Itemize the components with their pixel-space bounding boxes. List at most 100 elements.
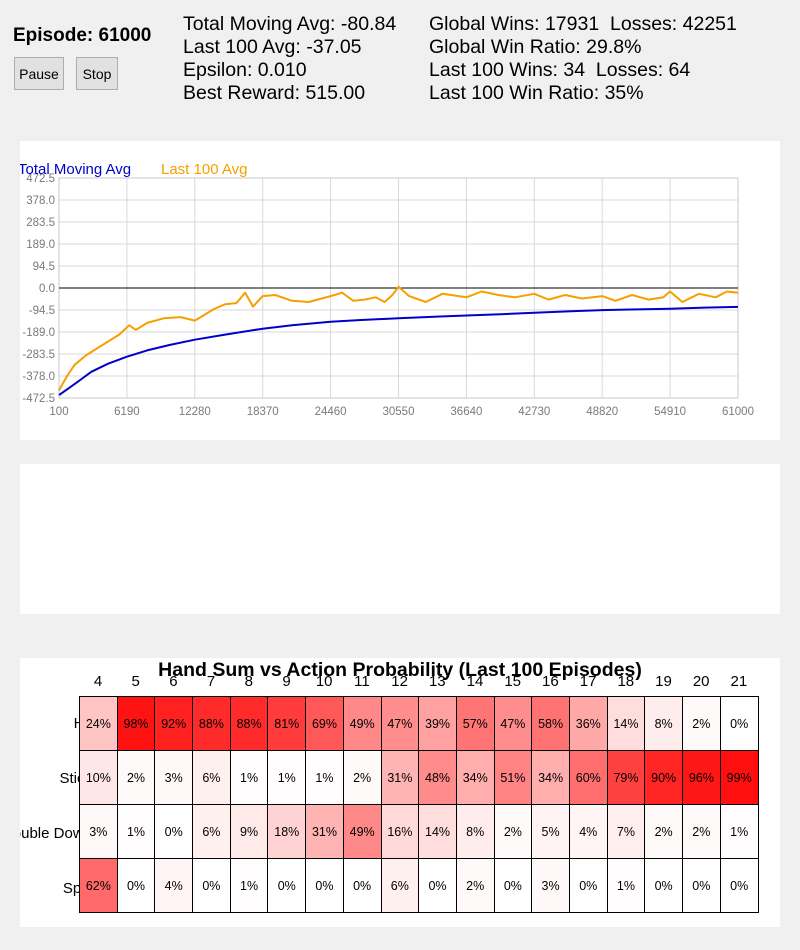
heatmap-col-header: 11 bbox=[354, 673, 370, 690]
heatmap-row-label: Double Down bbox=[20, 825, 92, 842]
heatmap-cell: 7% bbox=[606, 804, 646, 859]
heatmap-col-header: 5 bbox=[131, 673, 140, 690]
empty-panel bbox=[20, 464, 780, 614]
heatmap-cell: 1% bbox=[229, 750, 269, 805]
y-tick-label: 283.5 bbox=[26, 217, 55, 229]
heatmap-cell: 34% bbox=[531, 750, 570, 805]
series-last-100-avg bbox=[58, 285, 739, 391]
heatmap-cell: 0% bbox=[116, 858, 156, 913]
heatmap-col-header: 10 bbox=[315, 673, 333, 690]
heatmap-cell: 2% bbox=[682, 696, 721, 751]
heatmap-cell: 2% bbox=[682, 804, 721, 859]
heatmap-cell: 2% bbox=[342, 750, 382, 805]
heatmap-col-header: 14 bbox=[466, 673, 484, 690]
heatmap-cell: 79% bbox=[606, 750, 646, 805]
heatmap-row: 10% 2% 3% 6% 1% 1% 1% 2% 31% 48% 34% 51% 34% 60% 79% 90… bbox=[79, 750, 759, 805]
heatmap-cell: 58% bbox=[531, 696, 570, 751]
y-tick-label: -378.0 bbox=[22, 371, 55, 383]
heatmap-grid: 24% 98% 92% 88% 88% 81% 69% 49% 47% 39% 57% 47% 58% 3… bbox=[79, 696, 759, 913]
heatmap-cell: 69% bbox=[305, 696, 344, 751]
stat-best-reward: Best Reward: 515.00 bbox=[183, 82, 366, 104]
heatmap-row: 24% 98% 92% 88% 88% 81% 69% 49% 47% 39% 57% 47% 58% 3… bbox=[79, 696, 759, 751]
heatmap-cell: 31% bbox=[305, 804, 344, 859]
heatmap-cell: 0% bbox=[493, 858, 533, 913]
heatmap-cell: 3% bbox=[154, 750, 194, 805]
y-tick-label: 472.5 bbox=[26, 173, 55, 185]
heatmap-cell: 0% bbox=[267, 858, 307, 913]
heatmap-col-header: 12 bbox=[391, 673, 408, 690]
heatmap-cell: 1% bbox=[229, 858, 269, 913]
heatmap-col-header: 20 bbox=[692, 673, 710, 690]
pause-button[interactable]: Pause bbox=[14, 57, 64, 90]
heatmap-cell: 0% bbox=[568, 858, 608, 913]
heatmap-cell: 6% bbox=[192, 750, 231, 805]
heatmap-cell: 1% bbox=[116, 804, 156, 859]
stat-last-100-wins-losses: Last 100 Wins: 34 Losses: 64 bbox=[429, 59, 691, 81]
heatmap-cell: 57% bbox=[455, 696, 495, 751]
heatmap-cell: 49% bbox=[342, 696, 382, 751]
heatmap-cell: 10% bbox=[79, 750, 118, 805]
heatmap-cell: 96% bbox=[682, 750, 721, 805]
x-tick-label: 12280 bbox=[179, 406, 211, 418]
heatmap-cell: 48% bbox=[418, 750, 457, 805]
heatmap-cell: 16% bbox=[380, 804, 420, 859]
x-tick-label: 100 bbox=[49, 406, 68, 418]
episode-counter: Episode: 61000 bbox=[13, 25, 152, 46]
legend-total-moving-avg: Total Moving Avg bbox=[20, 161, 131, 178]
heatmap-cell: 0% bbox=[418, 858, 457, 913]
stat-last-100-win-ratio: Last 100 Win Ratio: 35% bbox=[429, 82, 644, 104]
heatmap-cell: 14% bbox=[418, 804, 457, 859]
heatmap-col-header: 4 bbox=[93, 673, 103, 690]
heatmap-cell: 18% bbox=[267, 804, 307, 859]
heatmap-cell: 0% bbox=[154, 804, 194, 859]
heatmap-cell: 99% bbox=[719, 750, 759, 805]
heatmap-cell: 24% bbox=[79, 696, 118, 751]
y-tick-label: 0.0 bbox=[39, 283, 55, 295]
heatmap-cell: 34% bbox=[455, 750, 495, 805]
stat-global-wins-losses: Global Wins: 17931 Losses: 42251 bbox=[429, 13, 737, 35]
heatmap-cell: 0% bbox=[192, 858, 231, 913]
heatmap-cell: 14% bbox=[606, 696, 646, 751]
x-tick-label: 48820 bbox=[586, 406, 618, 418]
heatmap-cell: 90% bbox=[644, 750, 683, 805]
heatmap-cell: 2% bbox=[493, 804, 533, 859]
heatmap-cell: 31% bbox=[380, 750, 420, 805]
series-total-moving-avg bbox=[58, 305, 739, 396]
heatmap-cell: 49% bbox=[342, 804, 382, 859]
action-heatmap-panel: Hand Sum vs Action Probability (Last 100… bbox=[20, 658, 780, 927]
heatmap-cell: 2% bbox=[644, 804, 683, 859]
heatmap-col-header: 17 bbox=[579, 673, 597, 690]
heatmap-cell: 81% bbox=[267, 696, 307, 751]
stats-left-panel: Total Moving Avg: -80.84 Last 100 Avg: -… bbox=[183, 13, 396, 105]
heatmap-cell: 0% bbox=[719, 696, 759, 751]
heatmap-cell: 62% bbox=[79, 858, 118, 913]
heatmap-col-header: 15 bbox=[504, 673, 522, 690]
stat-global-win-ratio: Global Win Ratio: 29.8% bbox=[429, 36, 642, 58]
heatmap-cell: 0% bbox=[719, 858, 759, 913]
heatmap-cell: 36% bbox=[568, 696, 608, 751]
heatmap-title: Hand Sum vs Action Probability (Last 100… bbox=[158, 659, 642, 681]
y-tick-label: -283.5 bbox=[22, 349, 55, 361]
heatmap-col-header: 6 bbox=[169, 673, 178, 690]
heatmap-cell: 6% bbox=[192, 804, 231, 859]
x-tick-label: 24460 bbox=[315, 406, 347, 418]
heatmap-cell: 8% bbox=[455, 804, 495, 859]
heatmap-cell: 8% bbox=[644, 696, 683, 751]
x-tick-label: 18370 bbox=[247, 406, 279, 418]
stop-button[interactable]: Stop bbox=[76, 57, 118, 90]
heatmap-cell: 39% bbox=[418, 696, 457, 751]
heatmap-cell: 47% bbox=[493, 696, 533, 751]
x-tick-label: 30550 bbox=[383, 406, 415, 418]
stat-total-moving-avg: Total Moving Avg: -80.84 bbox=[183, 13, 397, 35]
y-tick-label: 189.0 bbox=[26, 239, 55, 251]
y-tick-label: -189.0 bbox=[22, 327, 55, 339]
heatmap-cell: 2% bbox=[116, 750, 156, 805]
reward-chart-panel: 472.5 378.0 283.5 189.0 94.5 0.0 -94.5 -189.0 -2… bbox=[18, 141, 780, 440]
heatmap-cell: 3% bbox=[79, 804, 118, 859]
heatmap-cell: 4% bbox=[154, 858, 194, 913]
heatmap-cell: 60% bbox=[568, 750, 608, 805]
heatmap-col-header: 18 bbox=[617, 673, 635, 690]
y-tick-label: -94.5 bbox=[29, 305, 55, 317]
y-tick-label: -472.5 bbox=[22, 393, 55, 405]
legend-last-100-avg: Last 100 Avg bbox=[161, 161, 247, 178]
